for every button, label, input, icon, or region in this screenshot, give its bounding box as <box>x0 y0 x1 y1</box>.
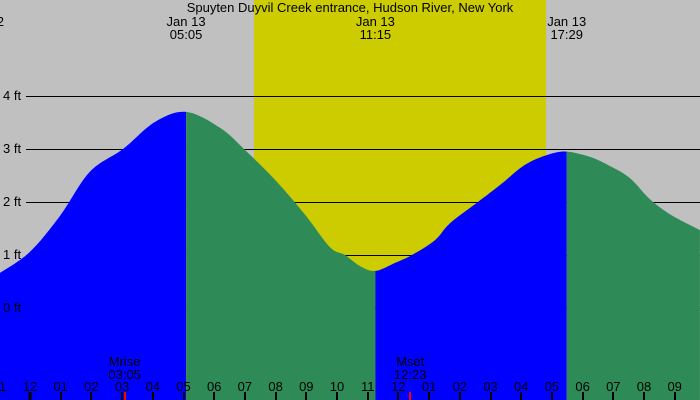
hour-tick <box>612 392 615 400</box>
x-axis-hour-label: 02 <box>84 379 99 394</box>
x-axis-hour-label: 03 <box>483 379 498 394</box>
hour-tick <box>366 392 369 400</box>
x-axis-hour-label: 11 <box>0 379 7 394</box>
x-axis-hour-label: 09 <box>299 379 314 394</box>
tide-event-date: Jan 13 <box>355 14 395 29</box>
clipped-previous-event-label: Jan 12 <box>0 14 5 29</box>
hour-tick <box>581 392 584 400</box>
hour-tick <box>305 392 308 400</box>
hour-tick <box>243 392 246 400</box>
hour-tick <box>90 392 93 400</box>
tide-falling-area <box>186 111 376 400</box>
x-axis-hour-label: 07 <box>237 379 253 394</box>
tide-event-date: Jan 13 <box>547 14 587 29</box>
hour-tick <box>520 392 523 400</box>
x-axis-hour-label: 04 <box>513 379 529 394</box>
hour-tick <box>489 392 492 400</box>
x-axis-hour-label: 08 <box>636 379 652 394</box>
x-axis-hour-label: 01 <box>421 379 437 394</box>
hour-tick <box>428 392 431 400</box>
x-axis-hour-label: 04 <box>145 379 161 394</box>
hour-tick <box>336 392 338 400</box>
moonrise-label: Mrise <box>108 354 141 369</box>
hour-tick <box>550 392 553 400</box>
moonset-time: 12:23 <box>393 367 427 382</box>
moonset-label: Mset <box>396 354 425 369</box>
y-axis-label: 2 ft <box>3 194 22 209</box>
y-axis-label: 4 ft <box>3 88 22 103</box>
x-axis-hour-label: 09 <box>667 379 682 394</box>
x-axis-hour-label: 05 <box>176 379 191 394</box>
hour-tick <box>458 392 461 400</box>
chart-title: Spuyten Duyvil Creek entrance, Hudson Ri… <box>186 0 514 15</box>
x-axis-hour-label: 08 <box>268 379 283 394</box>
hour-tick <box>673 392 676 400</box>
tide-event-time: 17:29 <box>550 27 583 42</box>
tide-falling-area <box>566 151 700 400</box>
hour-tick <box>274 392 277 400</box>
x-axis-hour-label: 02 <box>452 379 468 394</box>
hour-tick <box>643 392 645 400</box>
y-axis-label: 3 ft <box>3 141 22 156</box>
moonrise-tick <box>123 392 126 400</box>
hour-tick <box>182 392 185 400</box>
hour-tick <box>397 392 400 400</box>
x-axis-hour-label: 11 <box>360 379 375 394</box>
x-axis-hour-label: 07 <box>606 379 621 394</box>
x-axis-hour-label: 05 <box>544 379 560 394</box>
x-axis-hour-label: 03 <box>114 379 130 394</box>
midnight-tick <box>28 392 32 400</box>
x-axis-hour-label: 01 <box>53 379 68 394</box>
x-axis-hour-label: 06 <box>575 379 590 394</box>
x-axis-hour-label: 12 <box>22 379 38 394</box>
moonset-tick <box>409 392 412 400</box>
hour-tick <box>59 392 62 400</box>
y-axis-label: 1 ft <box>3 247 22 262</box>
tide-event-date: Jan 13 <box>166 14 206 29</box>
tide-event-time: 11:15 <box>359 27 392 42</box>
tide-event-time: 05:05 <box>169 27 203 42</box>
moonrise-time: 03:05 <box>108 367 141 382</box>
hour-tick <box>121 392 124 400</box>
x-axis-hour-label: 10 <box>329 379 345 394</box>
y-axis-label: 0 ft <box>3 300 22 315</box>
tide-rising-area <box>0 111 187 400</box>
tide-rising-area <box>375 151 567 400</box>
x-axis-hour-label: 12 <box>391 379 406 394</box>
hour-tick <box>151 392 154 400</box>
hour-tick <box>213 392 216 400</box>
x-axis-hour-label: 06 <box>206 379 222 394</box>
